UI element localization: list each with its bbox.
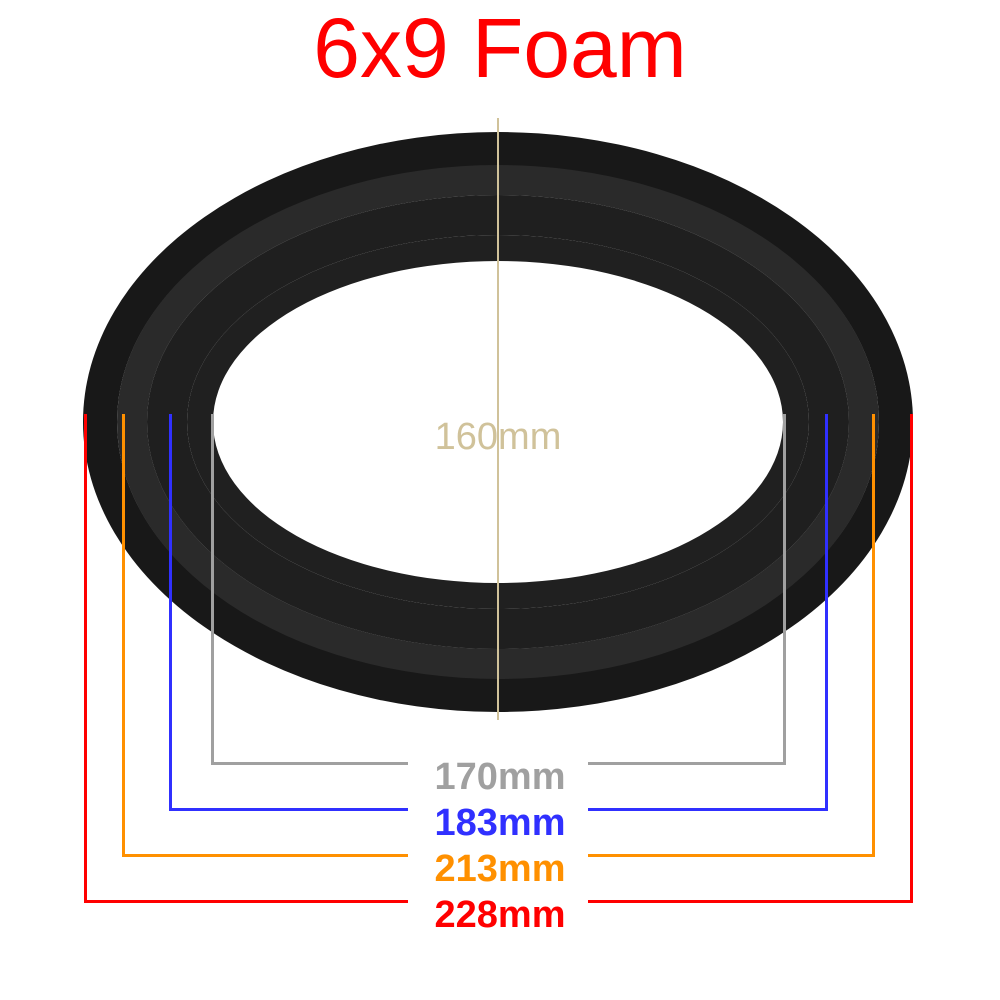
dim-label-2: 213mm [0, 848, 1000, 891]
dim-right-line-2 [872, 414, 875, 857]
dim-left-line-0 [211, 414, 214, 765]
dim-label-0: 170mm [0, 756, 1000, 799]
dim-right-line-0 [783, 414, 786, 765]
dim-label-1: 183mm [0, 802, 1000, 845]
dim-left-line-1 [169, 414, 172, 811]
diagram-stage: 160mm 170mm183mm213mm228mm [0, 0, 1000, 1000]
dim-left-line-2 [122, 414, 125, 857]
dim-right-line-3 [910, 414, 913, 903]
dim-right-line-1 [825, 414, 828, 811]
dim-left-line-3 [84, 414, 87, 903]
dim-label-3: 228mm [0, 894, 1000, 937]
vertical-center-dimension-label: 160mm [398, 416, 598, 459]
